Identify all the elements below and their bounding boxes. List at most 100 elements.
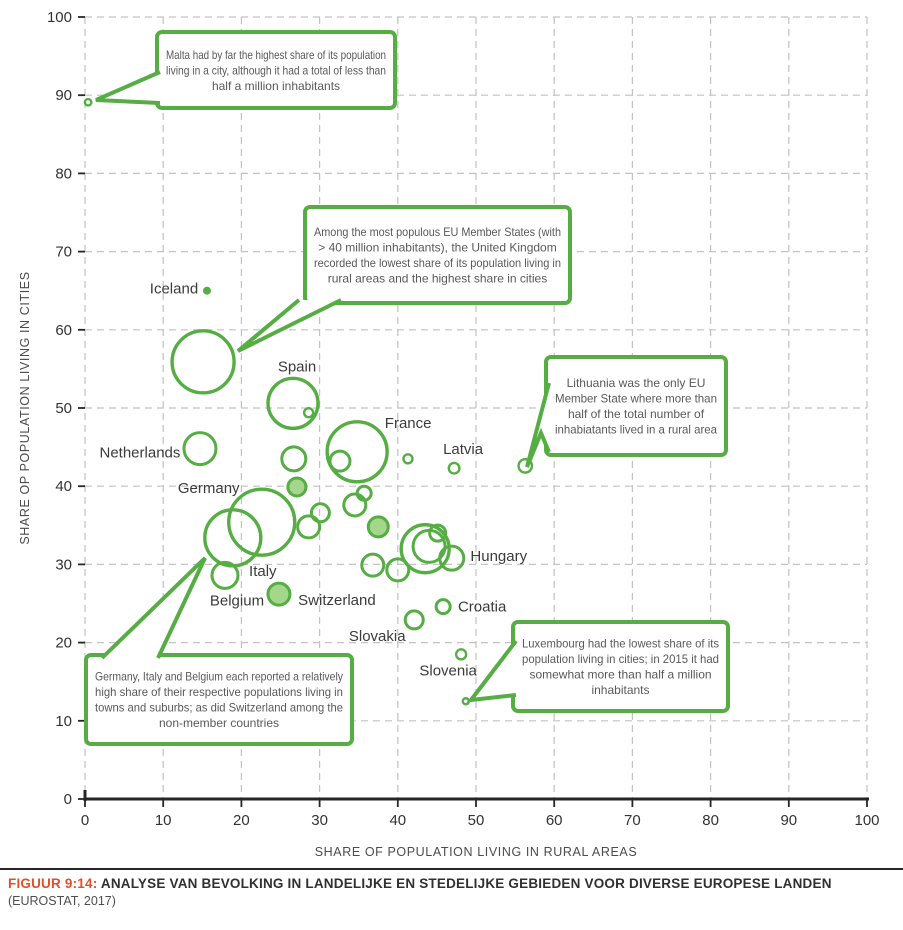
bubble-unlabeled-3 <box>328 449 352 473</box>
tick-labels: 0 10 20 30 40 50 60 70 80 90 100 0 10 20 30 40 50 60 70 80 9… <box>47 9 880 829</box>
country-label-switzerland: Switzerland <box>298 592 376 609</box>
bubble-unlabeled-7 <box>309 502 331 524</box>
bubble-netherlands <box>182 431 218 467</box>
y-tick-label-50: 50 <box>55 400 72 417</box>
caption-title: ANALYSE VAN BEVOLKING IN LANDELIJKE EN S… <box>100 876 832 891</box>
bubble-belgium <box>210 560 240 590</box>
x-tick-label-40: 40 <box>389 812 406 829</box>
bubble-unlabeled-8 <box>296 514 322 540</box>
callout-text-germany-italy-belgium: high share of their respective populatio… <box>95 685 343 699</box>
country-label-france: France <box>385 415 432 432</box>
x-tick-label-20: 20 <box>233 812 250 829</box>
callout-text-lithuania: Member State where more than <box>555 392 717 406</box>
bubble-malta <box>83 97 93 107</box>
y-tick-label-10: 10 <box>55 713 72 730</box>
y-tick-label-80: 80 <box>55 165 72 182</box>
country-label-netherlands: Netherlands <box>100 445 181 462</box>
x-tick-label-80: 80 <box>702 812 719 829</box>
caption-source: (EUROSTAT, 2017) <box>8 894 116 908</box>
country-label-belgium: Belgium <box>210 592 264 609</box>
y-tick-label-30: 30 <box>55 556 72 573</box>
callout-tail-united-kingdom <box>236 298 342 353</box>
bubble-hungary <box>438 544 466 572</box>
x-tick-label-30: 30 <box>311 812 328 829</box>
caption-line: FIGUUR 9:14: ANALYSE VAN BEVOLKING IN LA… <box>8 875 895 892</box>
x-tick-label-100: 100 <box>854 812 879 829</box>
callouts: Malta had by far the highest share of it… <box>84 30 730 746</box>
callout-text-malta: living in a city, although it had a tota… <box>166 63 386 77</box>
bubble-iceland <box>202 286 211 295</box>
callout-box-united-kingdom <box>303 205 572 305</box>
bubble-slovenia <box>454 648 468 661</box>
x-tick-label-90: 90 <box>780 812 797 829</box>
x-tick-label-50: 50 <box>468 812 485 829</box>
callout-text-luxembourg: inhabitants <box>591 683 649 697</box>
callout-text-lithuania: half of the total number of <box>568 407 705 421</box>
callout-text-malta: Malta had by far the highest share of it… <box>166 48 386 62</box>
y-tick-label-100: 100 <box>47 9 72 26</box>
callout-luxembourg: Luxembourg had the lowest share of itspo… <box>466 620 730 713</box>
callout-tail-germany-italy-belgium <box>100 556 207 660</box>
y-tick-label-40: 40 <box>55 478 72 495</box>
callout-tail-malta <box>95 70 161 105</box>
bubble-unlabeled-11 <box>428 523 448 543</box>
callout-text-lithuania: Lithuania was the only EU <box>567 376 706 390</box>
bubbles <box>83 97 534 706</box>
x-tick-label-70: 70 <box>624 812 641 829</box>
bubble-unlabeled-2 <box>280 445 308 473</box>
callout-text-luxembourg: Luxembourg had the lowest share of its <box>522 637 719 651</box>
callout-text-united-kingdom: Among the most populous EU Member States… <box>314 225 561 239</box>
x-tick-label-0: 0 <box>81 812 89 829</box>
callout-text-germany-italy-belgium: Germany, Italy and Belgium each reported… <box>95 670 343 684</box>
chart-svg: 0 10 20 30 40 50 60 70 80 90 100 0 10 20 30 40 50 60 70 80 9… <box>18 9 880 859</box>
x-tick-label-10: 10 <box>155 812 172 829</box>
bubble-unlabeled-12 <box>360 552 386 578</box>
country-label-italy: Italy <box>249 563 277 580</box>
bubble-croatia <box>434 598 452 616</box>
country-label-latvia: Latvia <box>443 441 484 458</box>
country-labels: Iceland Spain Netherlands France Latvia Germa… <box>100 281 528 680</box>
country-label-slovakia: Slovakia <box>349 628 406 645</box>
callout-text-united-kingdom: recorded the lowest share of its populat… <box>314 256 561 270</box>
callout-text-luxembourg: somewhat more than half a million <box>529 668 711 682</box>
bubble-switzerland <box>266 581 292 607</box>
callout-box-luxembourg <box>511 620 730 713</box>
callout-box-lithuania <box>544 355 728 457</box>
bubble-non-eu-member-2 <box>366 515 390 539</box>
bubble-unlabeled-4 <box>402 453 414 465</box>
callout-text-malta: half a million inhabitants <box>212 79 340 93</box>
figure-caption: FIGUUR 9:14: ANALYSE VAN BEVOLKING IN LA… <box>0 868 903 909</box>
y-tick-label-90: 90 <box>55 87 72 104</box>
callout-malta: Malta had by far the highest share of it… <box>95 30 397 110</box>
country-label-slovenia: Slovenia <box>419 662 477 679</box>
bubble-unlabeled-13 <box>385 557 411 583</box>
y-tick-label-70: 70 <box>55 244 72 261</box>
bubble-united-kingdom <box>170 329 236 395</box>
bubble-lithuania <box>517 457 534 474</box>
callout-united-kingdom: Among the most populous EU Member States… <box>236 205 572 353</box>
y-tick-label-60: 60 <box>55 322 72 339</box>
country-label-germany: Germany <box>178 480 240 497</box>
callout-tail-luxembourg <box>466 639 518 703</box>
callout-box-germany-italy-belgium <box>84 653 354 746</box>
callout-text-lithuania: inhabiatants lived in a rural area <box>555 423 717 437</box>
callout-text-luxembourg: population living in cities; in 2015 it … <box>522 652 719 666</box>
callout-box-malta <box>155 30 397 110</box>
country-label-iceland: Iceland <box>150 281 198 298</box>
bubble-latvia <box>447 461 461 475</box>
caption-figure-number: FIGUUR 9:14: <box>8 876 98 891</box>
callout-tail-lithuania <box>525 382 551 468</box>
bubble-non-eu-member-1 <box>286 476 308 498</box>
bubble-chart: 0 10 20 30 40 50 60 70 80 90 100 0 10 20 30 40 50 60 70 80 9… <box>18 9 880 859</box>
bubble-france <box>325 420 389 484</box>
x-tick-label-60: 60 <box>546 812 563 829</box>
bubble-unlabeled-9 <box>399 523 451 575</box>
country-label-croatia: Croatia <box>458 599 507 616</box>
callout-text-united-kingdom: rural areas and the highest share in cit… <box>328 272 547 286</box>
bubble-germany <box>227 487 297 557</box>
bubble-unlabeled-5 <box>355 484 373 502</box>
y-tick-label-20: 20 <box>55 635 72 652</box>
bubble-spain <box>266 376 320 431</box>
axes <box>78 16 869 807</box>
bubble-slovakia <box>403 609 425 631</box>
